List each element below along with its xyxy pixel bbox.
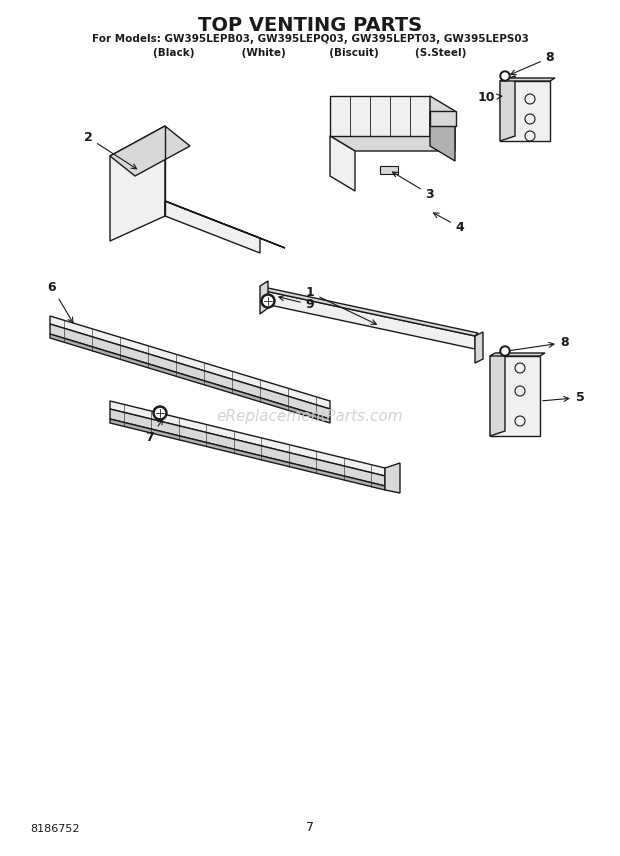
Polygon shape — [165, 201, 260, 253]
Text: 5: 5 — [542, 391, 585, 404]
Text: 4: 4 — [433, 213, 464, 234]
Polygon shape — [50, 334, 330, 423]
Circle shape — [502, 73, 508, 79]
Circle shape — [264, 296, 273, 306]
Polygon shape — [490, 356, 540, 436]
Polygon shape — [110, 401, 385, 476]
Circle shape — [500, 71, 510, 81]
Text: 6: 6 — [48, 281, 73, 323]
Text: TOP VENTING PARTS: TOP VENTING PARTS — [198, 16, 422, 35]
Polygon shape — [110, 419, 385, 490]
Polygon shape — [110, 409, 385, 486]
Polygon shape — [490, 351, 505, 436]
Circle shape — [261, 294, 275, 308]
Text: 8: 8 — [511, 51, 554, 74]
Polygon shape — [380, 166, 398, 174]
Polygon shape — [265, 291, 475, 349]
Circle shape — [156, 408, 164, 418]
Text: (Black)             (White)            (Biscuit)          (S.Steel): (Black) (White) (Biscuit) (S.Steel) — [153, 48, 467, 58]
Polygon shape — [330, 136, 355, 191]
Text: 7: 7 — [146, 419, 162, 444]
Text: 8: 8 — [510, 336, 569, 351]
Polygon shape — [330, 96, 430, 136]
Polygon shape — [500, 81, 550, 141]
Polygon shape — [260, 281, 268, 314]
Polygon shape — [165, 201, 285, 248]
Polygon shape — [265, 288, 478, 336]
Polygon shape — [430, 111, 456, 126]
Polygon shape — [110, 126, 190, 176]
Polygon shape — [490, 353, 545, 356]
Polygon shape — [110, 126, 165, 241]
Polygon shape — [50, 324, 330, 419]
Polygon shape — [430, 111, 455, 161]
Text: 9: 9 — [279, 295, 314, 311]
Text: 3: 3 — [392, 172, 435, 201]
Text: 10: 10 — [478, 91, 502, 104]
Polygon shape — [500, 76, 515, 141]
Text: 7: 7 — [306, 821, 314, 834]
Polygon shape — [500, 78, 555, 81]
Circle shape — [500, 346, 510, 356]
Text: For Models: GW395LEPB03, GW395LEPQ03, GW395LEPT03, GW395LEPS03: For Models: GW395LEPB03, GW395LEPQ03, GW… — [92, 34, 528, 44]
Polygon shape — [385, 463, 400, 493]
Polygon shape — [330, 136, 455, 151]
Text: eReplacementParts.com: eReplacementParts.com — [216, 408, 404, 424]
Text: 2: 2 — [84, 131, 136, 169]
Circle shape — [502, 348, 508, 354]
Text: 1: 1 — [306, 286, 376, 324]
Circle shape — [153, 406, 167, 420]
Polygon shape — [50, 316, 330, 409]
Polygon shape — [475, 332, 483, 363]
Text: 8186752: 8186752 — [30, 824, 79, 834]
Polygon shape — [430, 96, 455, 151]
